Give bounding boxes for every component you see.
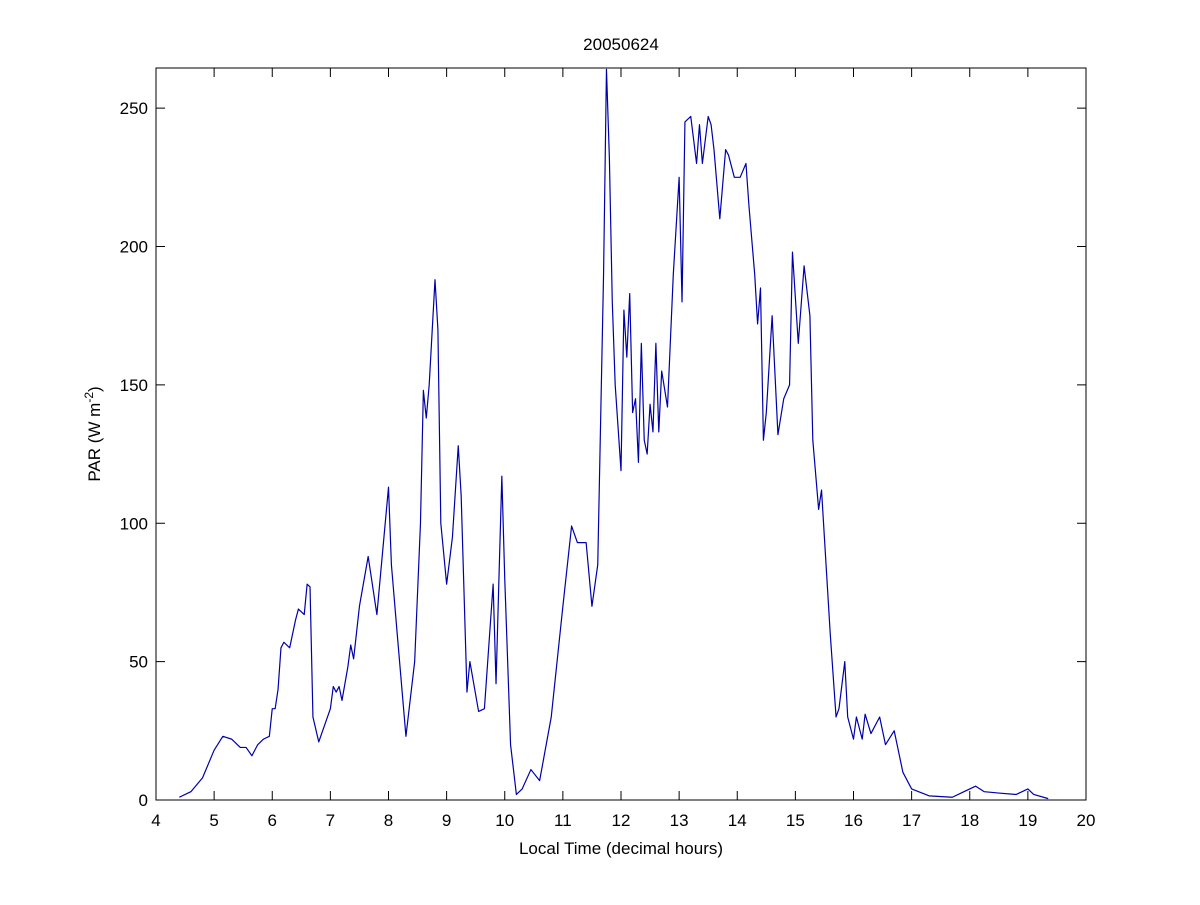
x-tick-label: 6: [268, 811, 277, 830]
y-tick-label: 50: [129, 653, 148, 672]
y-axis-label-part: ): [85, 386, 104, 392]
x-tick-label: 14: [728, 811, 747, 830]
x-tick-label: 13: [670, 811, 689, 830]
x-tick-label: 20: [1077, 811, 1096, 830]
y-tick-label: 0: [139, 791, 148, 810]
x-tick-label: 9: [442, 811, 451, 830]
y-tick-label: 250: [120, 99, 148, 118]
x-tick-label: 8: [384, 811, 393, 830]
x-tick-label: 7: [326, 811, 335, 830]
x-tick-label: 17: [902, 811, 921, 830]
x-axis-label: Local Time (decimal hours): [519, 839, 723, 858]
chart-title: 20050624: [583, 35, 659, 54]
x-tick-label: 12: [612, 811, 631, 830]
x-tick-label: 11: [554, 811, 572, 830]
data-line: [178, 68, 1049, 800]
x-tick-label: 10: [495, 811, 514, 830]
y-tick-label: 200: [120, 238, 148, 257]
x-tick-label: 16: [844, 811, 863, 830]
x-tick-label: 4: [151, 811, 160, 830]
x-tick-label: 18: [960, 811, 979, 830]
y-axis-label-part: PAR (W m: [85, 403, 104, 482]
y-axis-label: PAR (W m-2): [82, 386, 104, 481]
plot-frame: [155, 67, 1087, 801]
x-tick-label: 19: [1018, 811, 1037, 830]
x-tick-label: 15: [786, 811, 805, 830]
y-tick-label: 150: [120, 376, 148, 395]
y-axis-label-sup: -2: [82, 392, 96, 403]
y-tick-label: 100: [120, 514, 148, 533]
x-tick-label: 5: [209, 811, 218, 830]
